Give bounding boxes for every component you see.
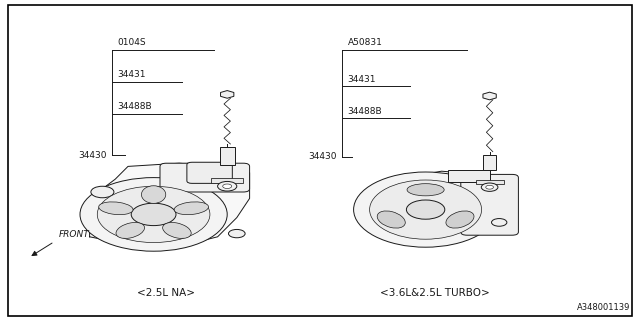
- Text: 34488B: 34488B: [117, 102, 152, 111]
- Ellipse shape: [353, 172, 498, 247]
- Bar: [483, 155, 496, 170]
- Ellipse shape: [141, 186, 166, 204]
- Bar: [220, 147, 235, 165]
- Circle shape: [80, 178, 227, 251]
- Text: 34488B: 34488B: [348, 107, 382, 116]
- Text: 34431: 34431: [117, 70, 146, 79]
- Bar: [476, 180, 504, 184]
- Text: A50831: A50831: [348, 38, 382, 47]
- Bar: [448, 170, 490, 182]
- FancyBboxPatch shape: [160, 163, 250, 192]
- Ellipse shape: [407, 184, 444, 196]
- FancyBboxPatch shape: [187, 162, 232, 183]
- Circle shape: [91, 186, 114, 198]
- Ellipse shape: [174, 202, 209, 215]
- Text: 34430: 34430: [78, 151, 107, 160]
- Circle shape: [406, 200, 445, 219]
- Circle shape: [492, 219, 507, 226]
- Text: 34430: 34430: [308, 152, 337, 161]
- Circle shape: [223, 184, 232, 188]
- Text: <3.6L&2.5L TURBO>: <3.6L&2.5L TURBO>: [380, 288, 490, 298]
- Circle shape: [218, 181, 237, 191]
- Polygon shape: [90, 163, 250, 250]
- Ellipse shape: [377, 211, 405, 228]
- Circle shape: [97, 186, 210, 243]
- Circle shape: [486, 185, 493, 189]
- FancyBboxPatch shape: [461, 174, 518, 235]
- Text: FRONT: FRONT: [59, 230, 90, 239]
- Text: 34431: 34431: [348, 75, 376, 84]
- Bar: [211, 178, 243, 183]
- Ellipse shape: [116, 222, 145, 238]
- Text: A348001139: A348001139: [577, 303, 630, 312]
- Text: 0104S: 0104S: [117, 38, 146, 47]
- Circle shape: [228, 229, 245, 238]
- Circle shape: [481, 183, 498, 191]
- Circle shape: [131, 203, 176, 226]
- Polygon shape: [378, 171, 506, 242]
- Ellipse shape: [163, 222, 191, 238]
- Ellipse shape: [99, 202, 133, 215]
- Ellipse shape: [446, 211, 474, 228]
- Text: <2.5L NA>: <2.5L NA>: [138, 288, 195, 298]
- Ellipse shape: [370, 180, 481, 239]
